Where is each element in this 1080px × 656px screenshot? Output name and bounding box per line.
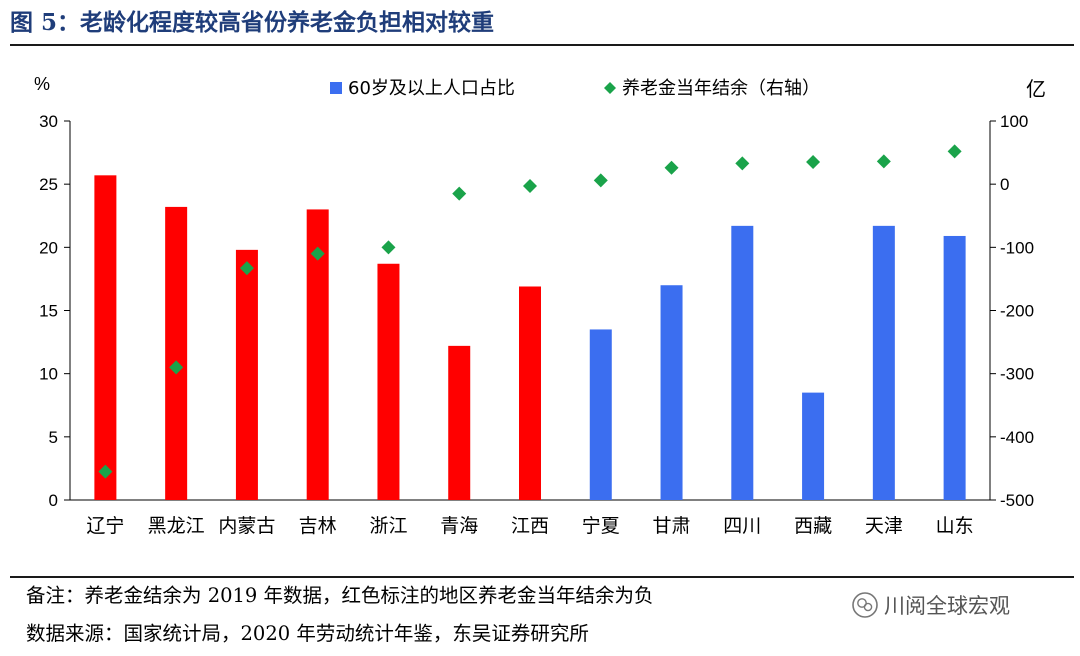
x-tick-label: 江西 [511,515,549,537]
figure-title: 图 5：老龄化程度较高省份养老金负担相对较重 [10,9,495,36]
bar-辽宁 [94,175,117,500]
footer-rule [10,576,1074,578]
bar-浙江 [377,263,400,500]
marker-青海 [452,186,467,201]
bar-西藏 [802,392,825,500]
x-tick-label: 山东 [936,515,974,537]
marker-天津 [876,154,891,169]
y-left-tick-label: 20 [39,238,58,257]
x-tick-label: 宁夏 [582,515,620,537]
bar-黑龙江 [165,206,188,500]
y-right-tick-label: -400 [1000,428,1034,447]
legend-swatch-bar [330,82,342,94]
marker-浙江 [381,240,396,255]
title-rule [10,44,1074,46]
bar-江西 [519,286,541,500]
y-left-tick-label: 15 [39,302,58,321]
y-right-unit-label: 亿 [1026,77,1046,101]
y-right-tick-label: 0 [1000,175,1009,194]
bar-青海 [448,345,471,500]
y-right-tick-label: -100 [1000,238,1034,257]
y-left-tick-label: 10 [39,365,58,384]
y-left-tick-label: 25 [39,175,58,194]
chart-note: 备注：养老金结余为 2019 年数据，红色标注的地区养老金当年结余为负 [26,584,654,607]
marker-宁夏 [593,173,608,188]
legend-label-bar: 60岁及以上人口占比 [348,78,515,99]
marker-江西 [523,179,537,194]
x-tick-label: 青海 [440,515,478,537]
bar-天津 [872,225,895,500]
wechat-icon [852,592,878,618]
x-tick-label: 甘肃 [653,515,691,537]
watermark-text: 川阅全球宏观 [884,594,1010,618]
x-tick-label: 西藏 [794,515,832,537]
x-tick-label: 内蒙古 [218,515,275,537]
bar-四川 [731,225,754,500]
legend: 60岁及以上人口占比 养老金当年结余（右轴） [330,78,820,99]
bar-甘肃 [660,285,683,500]
marker-吉林 [310,246,325,261]
marker-山东 [947,144,962,159]
x-tick-label: 天津 [865,515,903,537]
bars [94,175,966,501]
labels: 0 5 10 15 20 25 30 -500 -400 -300 -200 -100 0 100% 亿辽宁… [34,74,1046,537]
markers [98,144,962,479]
bar-内蒙古 [235,249,258,500]
y-right-tick-label: -300 [1000,365,1034,384]
y-left-tick-label: 0 [49,491,58,510]
y-right-tick-label: 100 [1000,112,1028,131]
y-right-tick-label: -200 [1000,302,1034,321]
marker-四川 [735,156,750,171]
bar-吉林 [306,209,329,500]
marker-西藏 [806,155,821,170]
chart: 0 5 10 15 20 25 30 -500 -400 -300 -200 -100 0 100% 亿辽宁… [34,74,1046,537]
bar-宁夏 [589,329,612,500]
marker-黑龙江 [169,360,184,375]
x-tick-label: 吉林 [299,515,337,537]
y-left-tick-label: 30 [39,112,58,131]
legend-swatch-marker [604,82,616,94]
x-tick-label: 浙江 [369,515,407,537]
marker-内蒙古 [239,261,254,276]
x-tick-label: 四川 [723,515,761,537]
y-right-tick-label: -500 [1000,491,1034,510]
x-tick-label: 黑龙江 [148,515,205,537]
y-left-unit-label: % [34,74,50,94]
marker-甘肃 [664,160,679,175]
y-left-tick-label: 5 [49,428,58,447]
watermark: 川阅全球宏观 [852,588,1010,622]
chart-source: 数据来源：国家统计局，2020 年劳动统计年鉴，东吴证券研究所 [26,622,589,645]
x-tick-label: 辽宁 [86,515,124,537]
legend-label-marker: 养老金当年结余（右轴） [622,78,820,99]
marker-辽宁 [98,464,113,479]
bar-山东 [943,235,966,501]
